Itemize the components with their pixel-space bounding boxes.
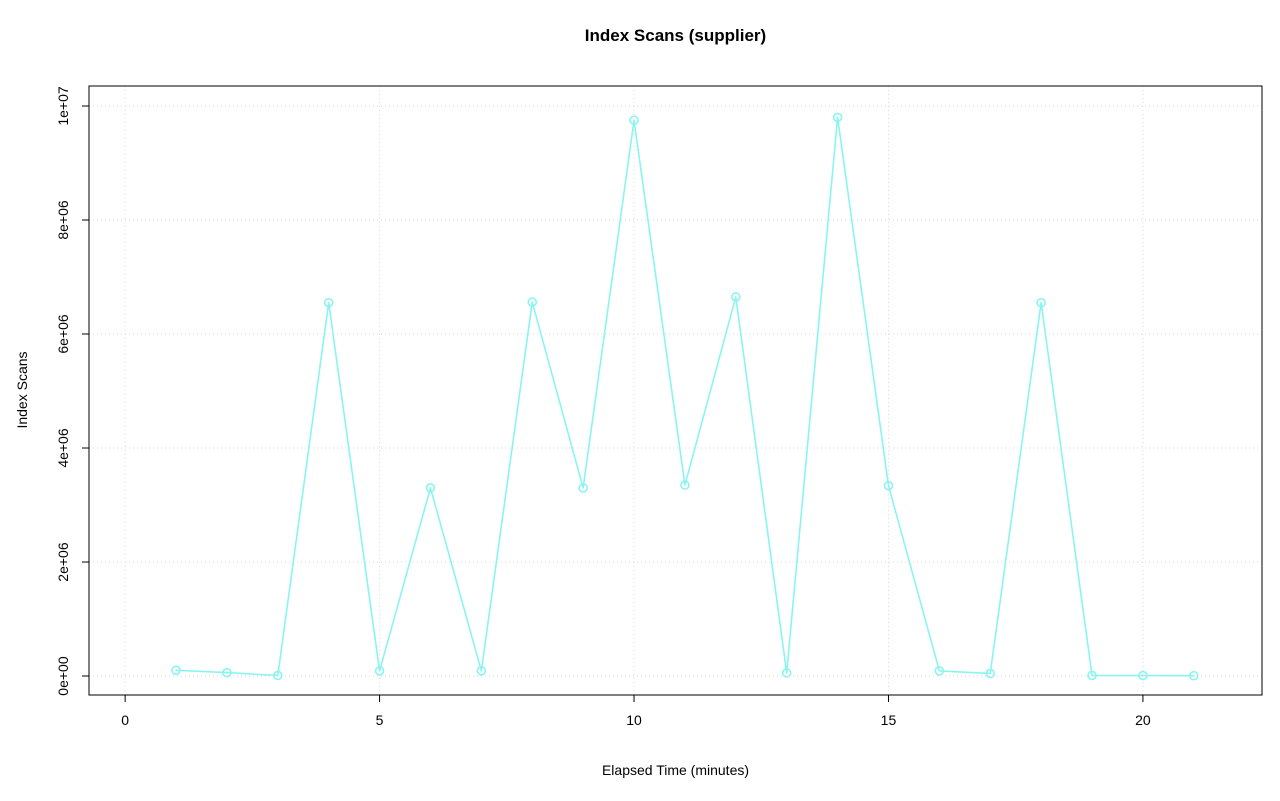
data-line [175,116,1195,677]
y-tick-label: 8e+06 [55,200,71,240]
data-point [1087,670,1097,681]
data-point [629,115,639,126]
x-tick-label: 15 [881,712,897,728]
x-tick-label: 0 [121,712,129,728]
data-point [578,483,588,493]
data-point [425,483,436,493]
data-point [527,297,538,307]
data-point [883,480,894,491]
y-tick-label: 0e+00 [55,656,71,696]
data-point [171,665,181,676]
data-point [934,666,945,676]
data-point [781,668,792,678]
y-tick-label: 4e+06 [55,428,71,468]
plot-box [88,85,1263,696]
x-tick-label: 10 [626,712,642,728]
x-axis-label: Elapsed Time (minutes) [601,762,750,778]
data-point [1138,670,1148,681]
y-tick-label: 2e+06 [55,542,71,582]
y-tick-label: 6e+06 [55,314,71,354]
data-point [476,666,487,676]
data-point [323,297,334,308]
data-point [731,292,741,302]
data-point [832,112,843,123]
data-point [680,480,690,490]
data-point [222,667,232,678]
x-tick-label: 20 [1135,712,1151,728]
data-point [272,670,283,681]
data-point [1036,297,1046,308]
chart-title: Index Scans (supplier) [584,26,767,45]
data-point [985,668,996,679]
x-tick-label: 5 [376,712,384,728]
data-point [374,666,385,676]
data-point [1189,670,1199,681]
y-axis-label: Index Scans [14,351,30,429]
y-tick-label: 1e+07 [55,86,71,126]
